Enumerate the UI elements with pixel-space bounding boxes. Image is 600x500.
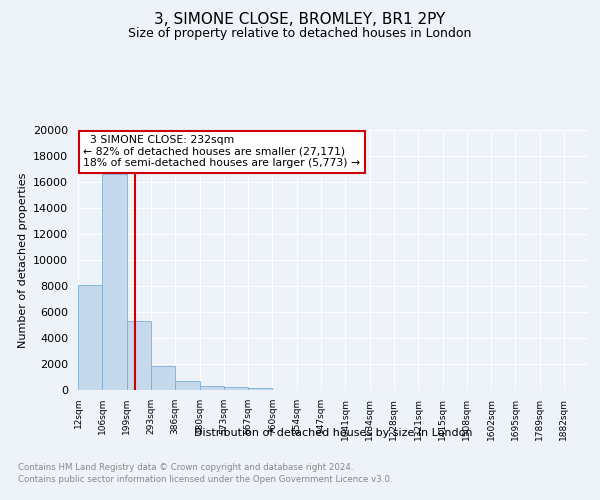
Bar <box>224 388 248 390</box>
Bar <box>248 388 272 390</box>
Bar <box>127 321 151 390</box>
Text: Distribution of detached houses by size in London: Distribution of detached houses by size … <box>194 428 472 438</box>
Y-axis label: Number of detached properties: Number of detached properties <box>17 172 28 348</box>
Bar <box>78 284 103 390</box>
Bar <box>200 386 224 390</box>
Text: 3 SIMONE CLOSE: 232sqm
← 82% of detached houses are smaller (27,171)
18% of semi: 3 SIMONE CLOSE: 232sqm ← 82% of detached… <box>83 135 360 168</box>
Bar <box>175 381 200 390</box>
Bar <box>103 174 127 390</box>
Text: 3, SIMONE CLOSE, BROMLEY, BR1 2PY: 3, SIMONE CLOSE, BROMLEY, BR1 2PY <box>154 12 446 28</box>
Text: Contains HM Land Registry data © Crown copyright and database right 2024.: Contains HM Land Registry data © Crown c… <box>18 462 353 471</box>
Text: Contains public sector information licensed under the Open Government Licence v3: Contains public sector information licen… <box>18 475 392 484</box>
Bar <box>151 366 175 390</box>
Text: Size of property relative to detached houses in London: Size of property relative to detached ho… <box>128 28 472 40</box>
